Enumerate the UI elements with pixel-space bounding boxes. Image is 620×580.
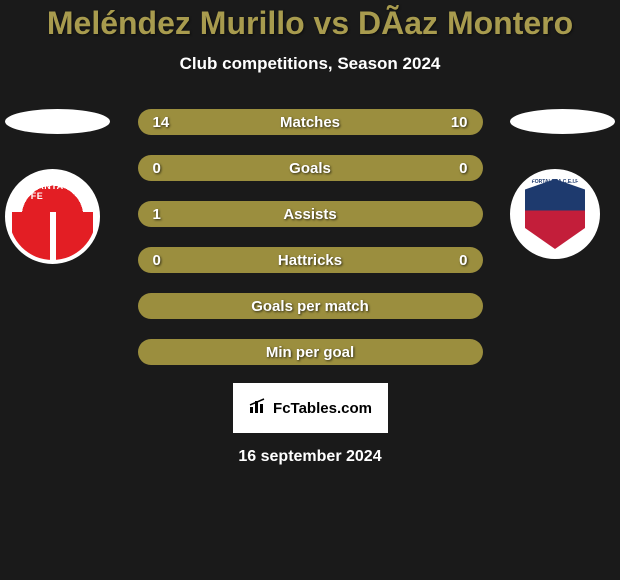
player1-name-badge bbox=[5, 109, 110, 134]
stat-value-left: 1 bbox=[153, 206, 183, 223]
stat-label: Min per goal bbox=[266, 344, 354, 361]
comparison-area: SANTA FE FORTALEZA C.E.I.F 14 Matches 10… bbox=[0, 109, 620, 365]
stat-label: Goals bbox=[289, 160, 331, 177]
stat-value-left: 14 bbox=[153, 114, 183, 131]
date-text: 16 september 2024 bbox=[238, 448, 381, 466]
player1-badge-decoration bbox=[9, 212, 96, 260]
stat-row-matches: 14 Matches 10 bbox=[138, 109, 483, 135]
stat-row-goals-per-match: Goals per match bbox=[138, 293, 483, 319]
stat-value-left: 0 bbox=[153, 252, 183, 269]
branding-text: FcTables.com bbox=[273, 400, 372, 417]
subtitle: Club competitions, Season 2024 bbox=[180, 54, 441, 74]
chart-icon bbox=[248, 397, 268, 420]
main-container: Meléndez Murillo vs DÃ­az Montero Club c… bbox=[0, 0, 620, 580]
stat-label: Hattricks bbox=[278, 252, 342, 269]
stat-row-assists: 1 Assists bbox=[138, 201, 483, 227]
stat-value-right: 0 bbox=[438, 160, 468, 177]
stat-label: Goals per match bbox=[251, 298, 369, 315]
stat-row-min-per-goal: Min per goal bbox=[138, 339, 483, 365]
player2-badge-shield bbox=[525, 179, 585, 249]
stat-row-goals: 0 Goals 0 bbox=[138, 155, 483, 181]
page-title: Meléndez Murillo vs DÃ­az Montero bbox=[47, 5, 573, 42]
stat-value-right: 0 bbox=[438, 252, 468, 269]
player1-badges: SANTA FE bbox=[5, 109, 110, 264]
stat-label: Assists bbox=[283, 206, 336, 223]
player2-badges: FORTALEZA C.E.I.F bbox=[510, 109, 615, 259]
player1-club-name: SANTA FE bbox=[31, 181, 75, 201]
stat-value-right: 10 bbox=[438, 114, 468, 131]
branding-badge[interactable]: FcTables.com bbox=[233, 383, 388, 433]
player2-name-badge bbox=[510, 109, 615, 134]
stats-column: 14 Matches 10 0 Goals 0 1 Assists 0 Hatt… bbox=[138, 109, 483, 365]
stat-label: Matches bbox=[280, 114, 340, 131]
stat-value-left: 0 bbox=[153, 160, 183, 177]
player1-club-badge: SANTA FE bbox=[5, 169, 100, 264]
stat-row-hattricks: 0 Hattricks 0 bbox=[138, 247, 483, 273]
player2-club-badge: FORTALEZA C.E.I.F bbox=[510, 169, 600, 259]
